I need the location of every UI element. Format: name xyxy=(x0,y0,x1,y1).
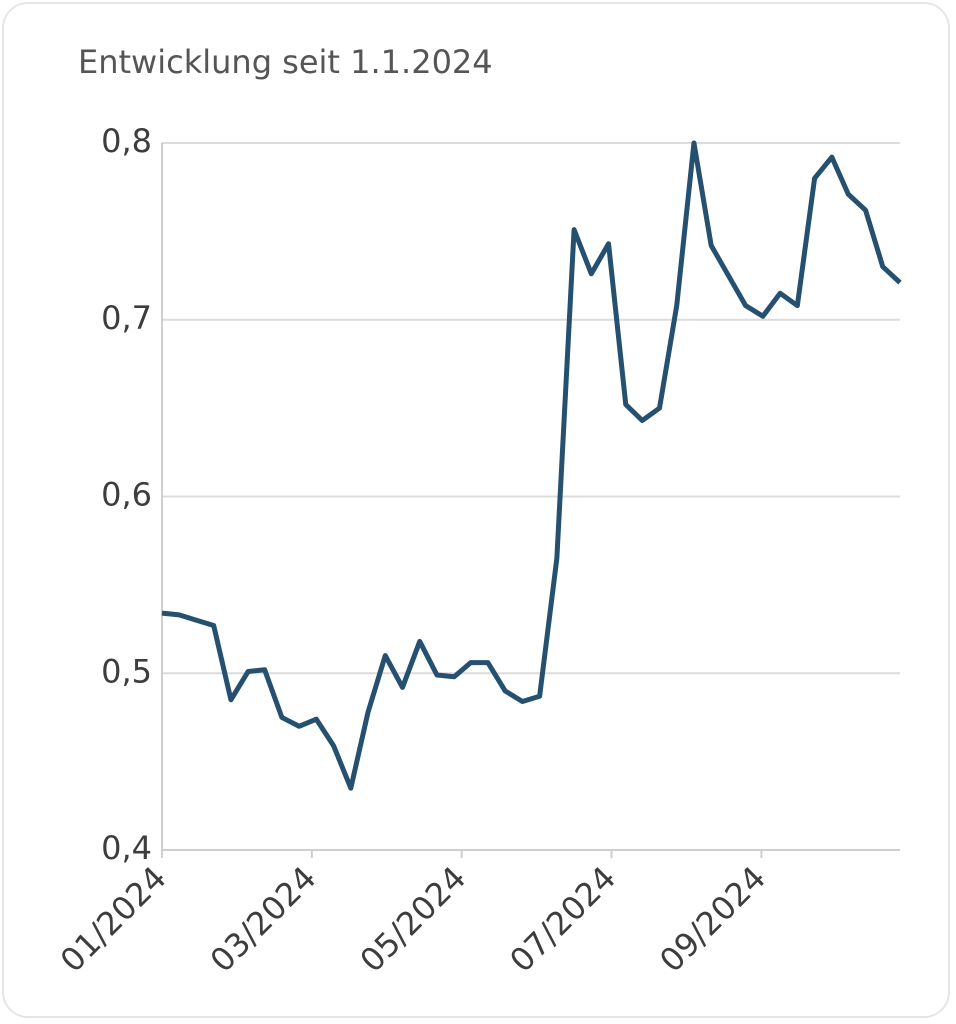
x-tick-label: 09/2024 xyxy=(652,859,773,980)
x-tick-label: 01/2024 xyxy=(53,859,174,980)
chart-title: Entwicklung seit 1.1.2024 xyxy=(78,43,493,81)
y-tick-label: 0,6 xyxy=(101,476,152,514)
x-tick-label: 03/2024 xyxy=(203,859,324,980)
y-tick-label: 0,7 xyxy=(101,299,152,337)
y-tick-label: 0,8 xyxy=(101,122,152,160)
line xyxy=(161,140,902,791)
y-tick-label: 0,5 xyxy=(101,652,152,690)
x-tick-label: 07/2024 xyxy=(502,859,623,980)
x-tick-label: 05/2024 xyxy=(352,859,473,980)
y-tick-label: 0,4 xyxy=(101,829,152,867)
